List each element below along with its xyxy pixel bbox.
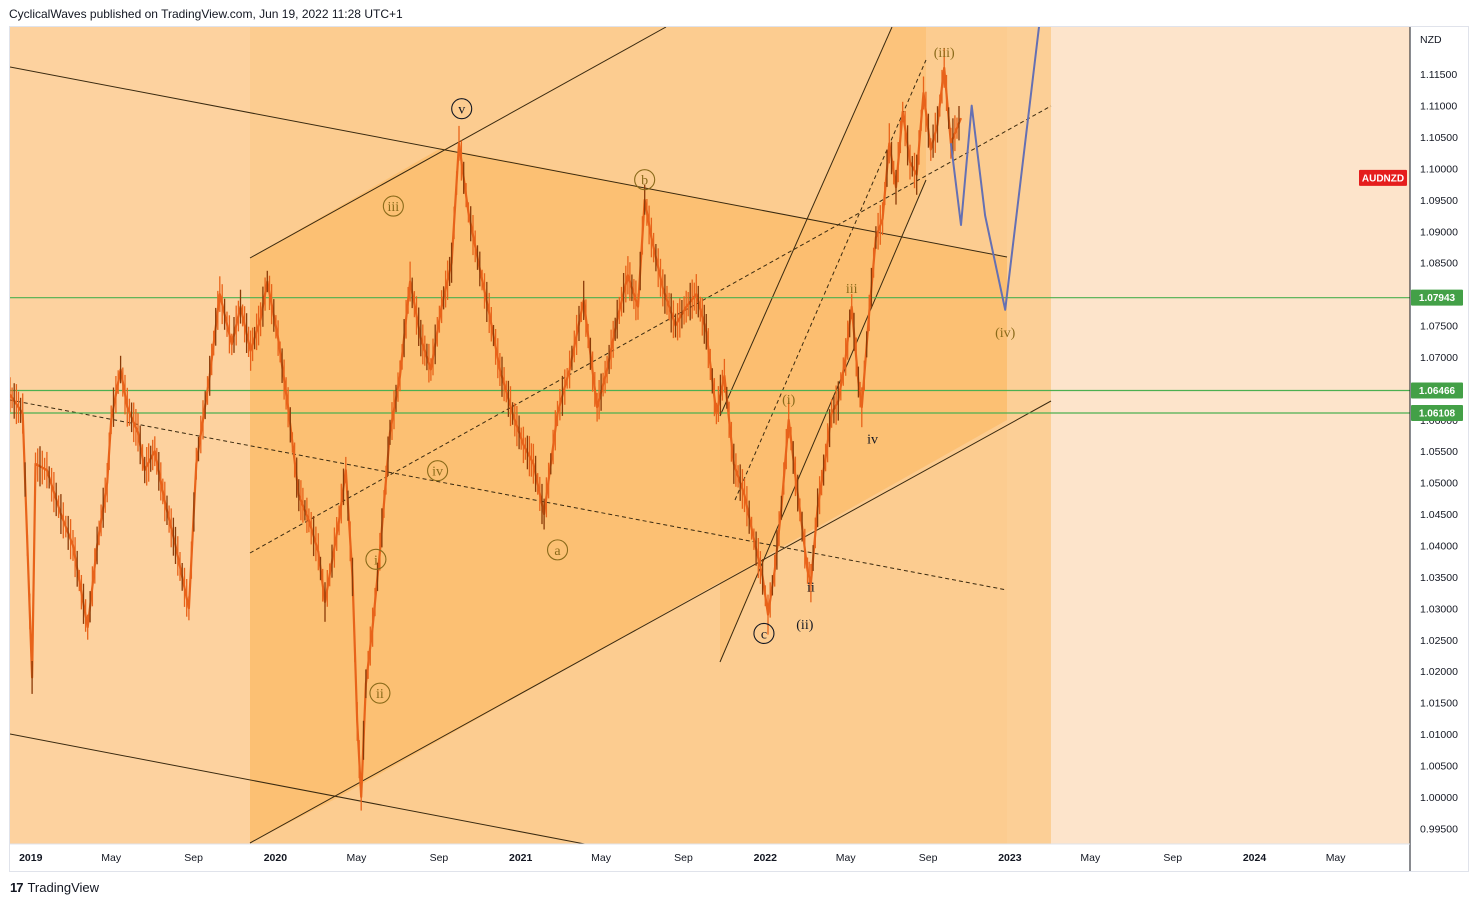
y-tick-label: 1.09000 <box>1420 226 1458 238</box>
wave-label: ii <box>376 687 384 702</box>
y-tick-label: 1.02000 <box>1420 666 1458 678</box>
subchannel-midline <box>734 59 927 501</box>
horizontal-levels <box>10 297 1410 414</box>
y-axis-ticks: 1.11500 1.11000 1.10500 1.10000 1.09500 1.090… <box>1420 69 1458 835</box>
level-price-tag <box>1411 289 1463 306</box>
wave-label-circle <box>365 548 387 570</box>
wave-label: iii <box>388 200 400 215</box>
wave-label: ii <box>807 580 815 595</box>
level-price-tag-label: 1.06466 <box>1419 386 1456 397</box>
y-tick-label: 1.11500 <box>1420 69 1457 81</box>
wave-label-circle <box>451 98 473 120</box>
channel-line-upper <box>10 66 1008 258</box>
y-tick-label: 1.05000 <box>1420 478 1458 490</box>
price-tags: 1.07943 1.06466 1.06108 AUDNZD <box>1359 169 1463 422</box>
wave-label: (iii) <box>934 46 955 61</box>
x-axis-ticks: 2019 May Sep 2020 May Sep 2021 May Sep 2022 May Sep… <box>19 852 1346 864</box>
wave-label: iii <box>846 282 858 297</box>
x-tick-label: May <box>1080 852 1101 864</box>
subchannel-line-lower <box>719 179 927 663</box>
y-tick-label: 1.05500 <box>1420 446 1458 458</box>
y-tick-label: 1.09500 <box>1420 195 1458 207</box>
wave-label: a <box>554 544 561 559</box>
y-tick-label: 1.01000 <box>1420 729 1458 741</box>
level-price-tag-label: 1.06108 <box>1419 409 1456 420</box>
y-tick-label: 1.03000 <box>1420 603 1458 615</box>
wave-label: iv <box>867 433 878 448</box>
x-tick-label: May <box>1326 852 1347 864</box>
level-price-tag <box>1411 405 1463 422</box>
x-tick-label: 2022 <box>754 852 778 864</box>
publish-caption: CyclicalWaves published on TradingView.c… <box>9 7 403 21</box>
shaded-zone-projection <box>1007 27 1051 844</box>
y-tick-label: 1.00500 <box>1420 760 1458 772</box>
wave-label-circle <box>382 195 404 217</box>
x-tick-label: May <box>591 852 612 864</box>
subchannel-line-upper <box>719 27 893 417</box>
subchannel-fill <box>720 27 926 662</box>
wave-label: i <box>374 553 378 568</box>
y-tick-label: 1.02500 <box>1420 635 1458 647</box>
y-tick-label: 1.03500 <box>1420 572 1458 584</box>
y-tick-label: 1.04500 <box>1420 509 1458 521</box>
symbol-tag-label: AUDNZD <box>1362 173 1404 184</box>
x-tick-label: Sep <box>674 852 693 864</box>
rising-channel-top <box>249 27 667 259</box>
y-tick-label: 1.01500 <box>1420 698 1458 710</box>
wave-label-circle <box>753 622 775 645</box>
wave-label: v <box>458 103 465 118</box>
wave-label-circle <box>427 460 449 482</box>
x-tick-label: Sep <box>184 852 203 864</box>
projection-line <box>949 27 1040 311</box>
x-tick-label: 2019 <box>19 852 43 864</box>
x-tick-label: 2023 <box>998 852 1022 864</box>
rising-channel-bottom <box>249 400 1052 844</box>
y-tick-label: 1.10000 <box>1420 163 1458 175</box>
wave-label: b <box>641 174 648 189</box>
y-tick-label: 1.00000 <box>1420 792 1458 804</box>
footer-brand: TradingView <box>27 880 100 895</box>
y-tick-label: 1.04000 <box>1420 540 1458 552</box>
y-tick-label: 1.07500 <box>1420 321 1458 333</box>
x-tick-label: Sep <box>1163 852 1182 864</box>
channel-line-lower <box>10 733 588 844</box>
rising-channel-midline <box>249 105 1052 554</box>
x-tick-label: 2021 <box>509 852 533 864</box>
y-tick-label: 1.11000 <box>1420 101 1457 113</box>
y-tick-label: 1.07000 <box>1420 352 1458 364</box>
wave-label-circle <box>369 682 391 704</box>
x-tick-label: May <box>101 852 122 864</box>
falling-midline <box>10 399 1008 591</box>
wave-label: iv <box>432 465 443 480</box>
wave-label: (iv) <box>995 326 1016 341</box>
level-price-tag <box>1411 382 1463 399</box>
wave-label-circle <box>634 169 656 191</box>
level-price-tag-label: 1.07943 <box>1419 293 1456 304</box>
tradingview-logo-icon: 17 <box>10 880 24 895</box>
shaded-zone-left <box>10 27 250 844</box>
symbol-tag <box>1359 169 1407 186</box>
chart-frame <box>9 26 1469 872</box>
wave-label-circle <box>546 539 569 561</box>
y-tick-label: 1.10500 <box>1420 132 1458 144</box>
x-tick-label: Sep <box>430 852 449 864</box>
wave-label: (ii) <box>796 618 813 633</box>
price-series <box>10 47 963 811</box>
projection-path <box>949 27 1040 311</box>
x-tick-label: 2020 <box>264 852 288 864</box>
y-tick-label: 0.99500 <box>1420 823 1458 835</box>
x-tick-label: 2024 <box>1243 852 1267 864</box>
x-tick-label: May <box>836 852 857 864</box>
y-tick-label: 1.08500 <box>1420 258 1458 270</box>
x-tick-label: Sep <box>919 852 938 864</box>
x-tick-label: May <box>347 852 368 864</box>
footer: 17 TradingView <box>10 880 99 895</box>
wave-label: (i) <box>782 393 796 408</box>
wave-label: c <box>761 627 767 642</box>
currency-label: NZD <box>1420 34 1442 46</box>
